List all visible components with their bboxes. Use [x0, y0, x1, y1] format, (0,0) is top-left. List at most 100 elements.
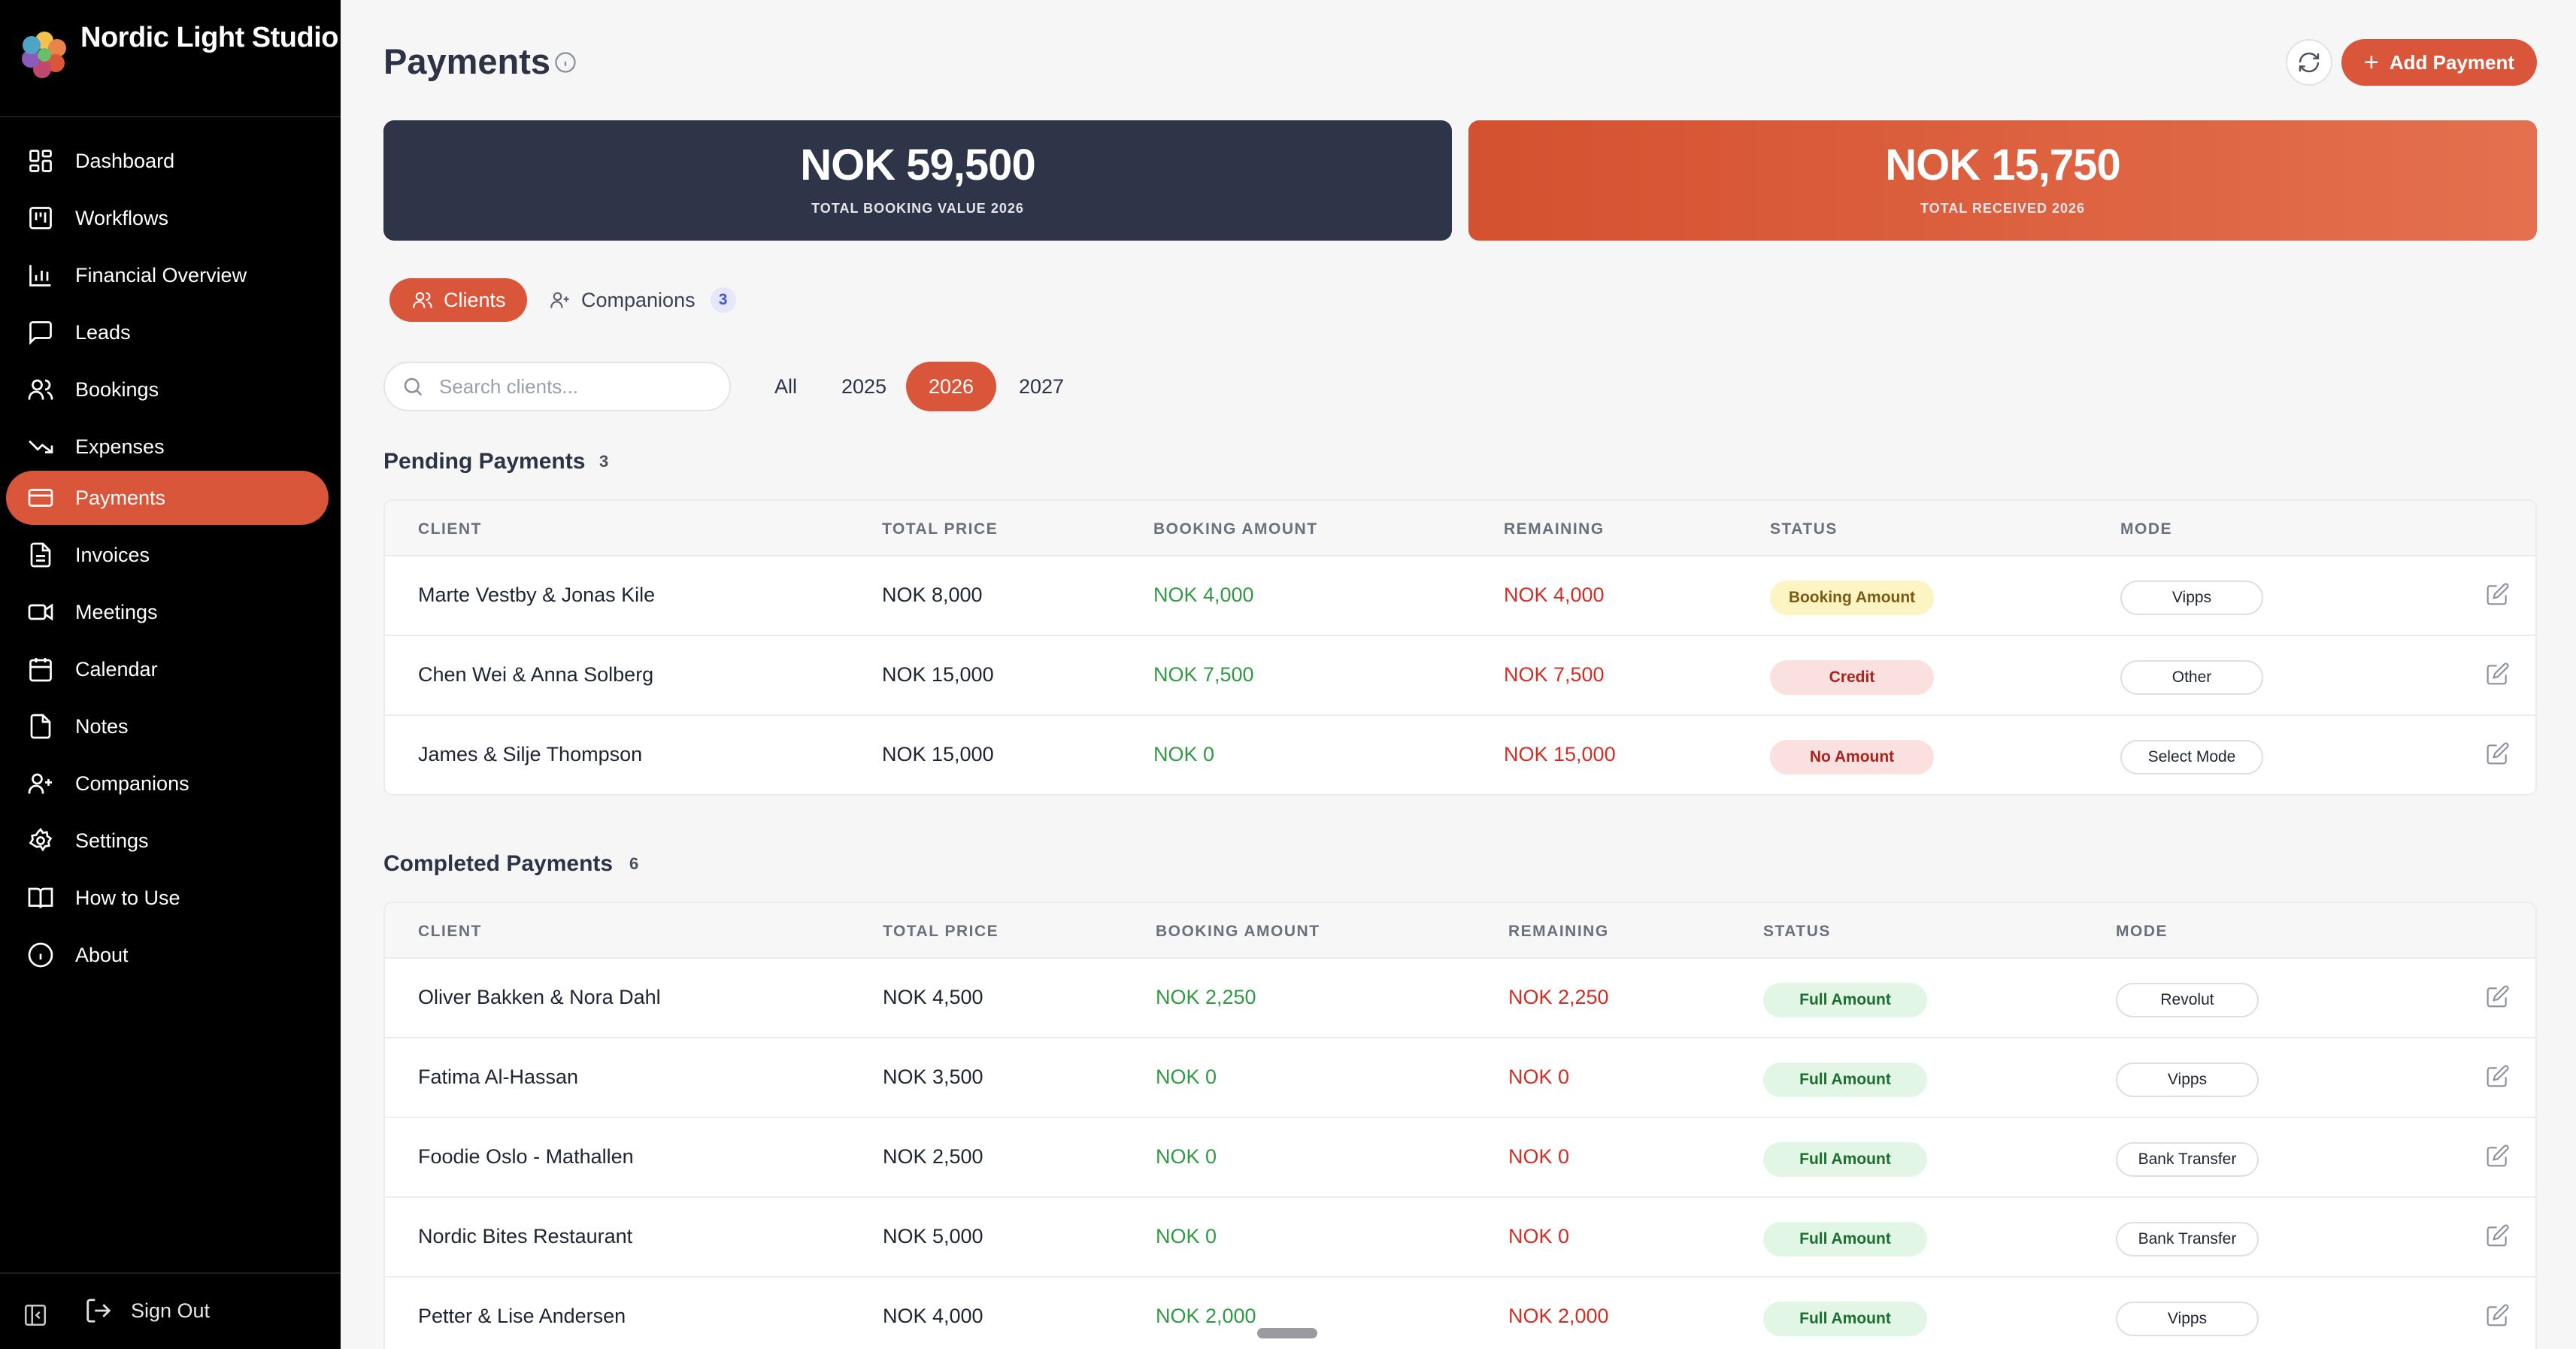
tab-clients[interactable]: Clients [389, 278, 527, 322]
total-price: NOK 5,000 [883, 1225, 983, 1247]
sidebar-collapse-icon[interactable] [23, 1302, 48, 1328]
total-price: NOK 4,500 [883, 986, 983, 1008]
edit-icon[interactable] [2486, 1064, 2510, 1088]
user-plus-icon [550, 292, 569, 308]
sidebar-item-companions[interactable]: Companions [6, 756, 329, 811]
edit-icon[interactable] [2486, 1223, 2510, 1247]
remaining-amount: NOK 7,500 [1504, 663, 1605, 686]
payment-mode-select[interactable]: Bank Transfer [2116, 1142, 2259, 1177]
payment-mode-select[interactable]: Select Mode [2120, 740, 2263, 775]
table-row[interactable]: Petter & Lise Andersen NOK 4,000 NOK 2,0… [385, 1278, 2535, 1349]
sidebar-item-leads[interactable]: Leads [6, 305, 329, 359]
users-icon [27, 376, 54, 403]
table-row[interactable]: Foodie Oslo - Mathallen NOK 2,500 NOK 0 … [385, 1118, 2535, 1198]
sidebar-item-settings[interactable]: Settings [6, 814, 329, 868]
sidebar-item-financial-overview[interactable]: Financial Overview [6, 248, 329, 302]
sidebar-item-about[interactable]: About [6, 928, 329, 982]
table-row[interactable]: Fatima Al-Hassan NOK 3,500 NOK 0 NOK 0 F… [385, 1038, 2535, 1118]
sidebar-item-label: Bookings [75, 377, 159, 401]
sidebar-item-label: Calendar [75, 657, 158, 681]
table-row[interactable]: Nordic Bites Restaurant NOK 5,000 NOK 0 … [385, 1198, 2535, 1278]
column-booking-amount: BOOKING AMOUNT [1153, 520, 1318, 538]
sidebar-item-label: Settings [75, 829, 149, 852]
payment-mode-select[interactable]: Bank Transfer [2116, 1222, 2259, 1257]
refresh-icon [2299, 52, 2320, 73]
edit-icon[interactable] [2486, 582, 2510, 606]
total-received-card: NOK 15,750 TOTAL RECEIVED 2026 [1468, 120, 2537, 241]
dashboard-icon [27, 147, 54, 174]
sidebar-item-bookings[interactable]: Bookings [6, 362, 329, 417]
completed-payments-table: CLIENT TOTAL PRICE BOOKING AMOUNT REMAIN… [383, 902, 2537, 1349]
sidebar-item-expenses[interactable]: Expenses [6, 420, 329, 474]
year-filter-all[interactable]: All [774, 374, 797, 398]
year-filter-2025[interactable]: 2025 [841, 374, 887, 398]
booking-amount: NOK 0 [1153, 743, 1215, 765]
info-icon[interactable] [554, 51, 577, 74]
booking-amount: NOK 0 [1156, 1225, 1217, 1247]
log-out-icon [86, 1299, 111, 1323]
sidebar-item-invoices[interactable]: Invoices [6, 528, 329, 582]
sidebar-item-label: Dashboard [75, 149, 175, 172]
sidebar-item-calendar[interactable]: Calendar [6, 642, 329, 696]
sidebar-item-meetings[interactable]: Meetings [6, 585, 329, 639]
column-booking-amount: BOOKING AMOUNT [1156, 923, 1320, 940]
users-icon [413, 292, 432, 308]
edit-icon[interactable] [2486, 1303, 2510, 1327]
remaining-amount: NOK 2,000 [1508, 1305, 1609, 1327]
add-payment-button[interactable]: + Add Payment [2341, 39, 2537, 86]
table-row[interactable]: Chen Wei & Anna Solberg NOK 15,000 NOK 7… [385, 636, 2535, 716]
edit-icon[interactable] [2486, 984, 2510, 1008]
sign-out-button[interactable]: Sign Out [84, 1296, 210, 1325]
table-row[interactable]: James & Silje Thompson NOK 15,000 NOK 0 … [385, 716, 2535, 794]
edit-icon[interactable] [2486, 741, 2510, 765]
search-icon [404, 377, 423, 396]
booking-amount: NOK 2,250 [1156, 986, 1256, 1008]
sidebar-item-workflows[interactable]: Workflows [6, 191, 329, 245]
scroll-handle[interactable] [1257, 1328, 1317, 1338]
tab-companions-label: Companions [581, 288, 696, 311]
refresh-button[interactable] [2286, 39, 2332, 86]
column-remaining: REMAINING [1504, 520, 1605, 538]
status-badge: No Amount [1770, 740, 1934, 775]
table-row[interactable]: Marte Vestby & Jonas Kile NOK 8,000 NOK … [385, 556, 2535, 636]
payment-mode-select[interactable]: Revolut [2116, 983, 2259, 1017]
total-price: NOK 8,000 [882, 584, 983, 606]
sidebar-item-dashboard[interactable]: Dashboard [6, 134, 329, 188]
add-payment-label: Add Payment [2389, 50, 2514, 74]
status-badge: Full Amount [1763, 1142, 1927, 1177]
year-filter-2026[interactable]: 2026 [906, 362, 996, 411]
sidebar-item-label: Financial Overview [75, 263, 247, 286]
tab-clients-label: Clients [444, 288, 506, 311]
remaining-amount: NOK 0 [1508, 1145, 1570, 1168]
edit-icon[interactable] [2486, 1144, 2510, 1168]
column-mode: MODE [2116, 923, 2168, 940]
column-client: CLIENT [418, 923, 482, 940]
total-price: NOK 4,000 [883, 1305, 983, 1327]
column-mode: MODE [2120, 520, 2172, 538]
payment-mode-select[interactable]: Other [2120, 660, 2263, 695]
sidebar-item-payments[interactable]: Payments [6, 471, 329, 525]
tab-companions[interactable]: Companions 3 [544, 278, 769, 322]
column-status: STATUS [1763, 923, 1831, 940]
payment-mode-select[interactable]: Vipps [2116, 1063, 2259, 1097]
sidebar-item-notes[interactable]: Notes [6, 699, 329, 753]
credit-card-icon [27, 484, 54, 511]
info-icon [27, 941, 54, 969]
edit-icon[interactable] [2486, 662, 2510, 686]
sidebar-item-label: Companions [75, 772, 189, 795]
sign-out-label: Sign Out [131, 1299, 211, 1322]
column-client: CLIENT [418, 520, 482, 538]
total-received-label: TOTAL RECEIVED 2026 [1920, 201, 2086, 216]
payment-mode-select[interactable]: Vipps [2116, 1302, 2259, 1336]
status-badge: Full Amount [1763, 983, 1927, 1017]
payment-mode-select[interactable]: Vipps [2120, 581, 2263, 615]
remaining-amount: NOK 15,000 [1504, 743, 1616, 765]
booking-amount: NOK 4,000 [1153, 584, 1254, 606]
search-input[interactable] [439, 374, 725, 399]
sidebar-item-how-to-use[interactable]: How to Use [6, 871, 329, 925]
total-booking-value-label: TOTAL BOOKING VALUE 2026 [811, 201, 1024, 216]
client-name: Fatima Al-Hassan [418, 1066, 579, 1088]
gear-icon [27, 827, 54, 854]
table-row[interactable]: Oliver Bakken & Nora Dahl NOK 4,500 NOK … [385, 959, 2535, 1038]
year-filter-2027[interactable]: 2027 [1018, 374, 1065, 398]
